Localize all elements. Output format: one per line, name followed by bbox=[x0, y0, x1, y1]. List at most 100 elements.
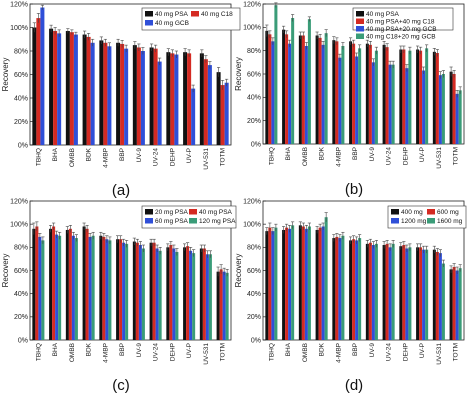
bar bbox=[107, 46, 112, 145]
bar bbox=[99, 40, 104, 145]
bar bbox=[371, 62, 375, 145]
bar bbox=[285, 34, 289, 145]
bar bbox=[382, 245, 386, 340]
bar bbox=[219, 269, 223, 340]
bar bbox=[449, 269, 453, 340]
y-tick-label: 120% bbox=[243, 198, 261, 205]
legend-entry: 20 mg PSA bbox=[155, 209, 189, 216]
legend-box bbox=[141, 205, 237, 229]
bar bbox=[224, 82, 229, 145]
bar bbox=[291, 18, 295, 144]
bar bbox=[166, 52, 171, 145]
y-tick-label: 100% bbox=[10, 222, 28, 229]
bar bbox=[324, 217, 328, 340]
bar bbox=[432, 51, 436, 145]
bar bbox=[58, 235, 62, 340]
bar bbox=[116, 239, 120, 340]
bar bbox=[449, 71, 453, 144]
bar bbox=[402, 245, 406, 340]
y-tick-label: 40% bbox=[247, 291, 261, 298]
bar bbox=[170, 53, 175, 145]
legend-entry: 120 mg PSA bbox=[199, 218, 236, 225]
bar bbox=[298, 225, 302, 340]
category-label: OMBB bbox=[302, 147, 309, 166]
bar bbox=[274, 227, 278, 340]
bar bbox=[371, 245, 375, 340]
y-tick-label: 0% bbox=[251, 337, 261, 344]
bar bbox=[85, 228, 89, 340]
bar bbox=[335, 236, 339, 340]
legend-entry: 400 mg bbox=[401, 209, 423, 216]
category-label: UV-P bbox=[186, 343, 193, 358]
bar bbox=[120, 43, 125, 146]
category-label: UV-24 bbox=[153, 343, 160, 361]
y-axis-label: Recovery bbox=[234, 254, 243, 288]
bar bbox=[53, 31, 58, 145]
bar bbox=[132, 241, 136, 340]
bar bbox=[268, 227, 272, 340]
category-label: TBHQ bbox=[35, 343, 42, 361]
bar bbox=[32, 27, 37, 145]
category-label: UV-P bbox=[419, 147, 426, 162]
bar bbox=[321, 226, 325, 340]
bar bbox=[152, 242, 156, 340]
panel-3: 0% 20% 40% 60% 80% 100% 120% Recovery TBHQ BHA OMB… bbox=[1, 198, 237, 394]
panel-4: 0% 20% 40% 60% 80% 100% 120% Recovery TBHQ BHA OMB… bbox=[234, 198, 467, 394]
bar bbox=[216, 271, 220, 340]
category-label: UV-531 bbox=[436, 147, 443, 169]
bar bbox=[271, 231, 275, 340]
legend-swatch bbox=[356, 33, 364, 39]
category-label: 4-MBP bbox=[102, 148, 109, 168]
bar bbox=[105, 239, 109, 340]
y-tick-label: 80% bbox=[247, 245, 261, 252]
legend-swatch bbox=[356, 11, 364, 17]
bar bbox=[438, 253, 442, 340]
bar bbox=[140, 51, 145, 145]
y-tick-label: 40% bbox=[247, 95, 261, 102]
y-tick-label: 20% bbox=[247, 314, 261, 321]
bar bbox=[268, 34, 272, 145]
bar bbox=[36, 18, 41, 146]
legend-entry: 40 mg PSA bbox=[155, 11, 189, 18]
bar bbox=[102, 236, 106, 340]
category-label: UV-531 bbox=[436, 343, 443, 365]
category-label: DEHP bbox=[169, 343, 176, 361]
bar bbox=[408, 50, 412, 144]
bar bbox=[291, 225, 295, 340]
legend-swatch bbox=[427, 209, 435, 215]
category-label: BDK bbox=[319, 146, 326, 160]
bar bbox=[208, 254, 212, 340]
legend: 20 mg PSA 40 mg PSA 60 mg PSA 120 mg PSA bbox=[141, 205, 237, 229]
bar bbox=[125, 243, 129, 340]
bar bbox=[382, 44, 386, 145]
legend-swatch bbox=[145, 20, 153, 26]
y-tick-label: 120% bbox=[10, 198, 28, 205]
bar bbox=[332, 40, 336, 144]
legend-entry: 60 mg PSA bbox=[155, 218, 189, 225]
bar bbox=[57, 33, 62, 145]
bar bbox=[282, 229, 286, 340]
bar bbox=[82, 34, 87, 145]
category-label: BBP bbox=[119, 343, 126, 356]
category-label: UV-P bbox=[186, 148, 193, 163]
category-label: UV-P bbox=[419, 343, 426, 358]
category-label: TBHQ bbox=[268, 343, 275, 361]
bar bbox=[315, 35, 319, 144]
bar bbox=[132, 45, 137, 145]
bar bbox=[368, 242, 372, 340]
bar bbox=[155, 248, 159, 340]
bar bbox=[192, 253, 196, 340]
y-tick-label: 100% bbox=[10, 25, 28, 32]
bar bbox=[141, 248, 145, 340]
legend-swatch bbox=[391, 218, 399, 224]
bar bbox=[301, 226, 305, 340]
bar bbox=[315, 229, 319, 340]
bar bbox=[174, 54, 179, 145]
category-label: TBHQ bbox=[35, 148, 42, 166]
category-label: BHA bbox=[285, 342, 292, 356]
bar bbox=[452, 267, 456, 340]
bar bbox=[318, 37, 322, 145]
legend-box bbox=[141, 7, 241, 31]
bar bbox=[425, 48, 429, 145]
